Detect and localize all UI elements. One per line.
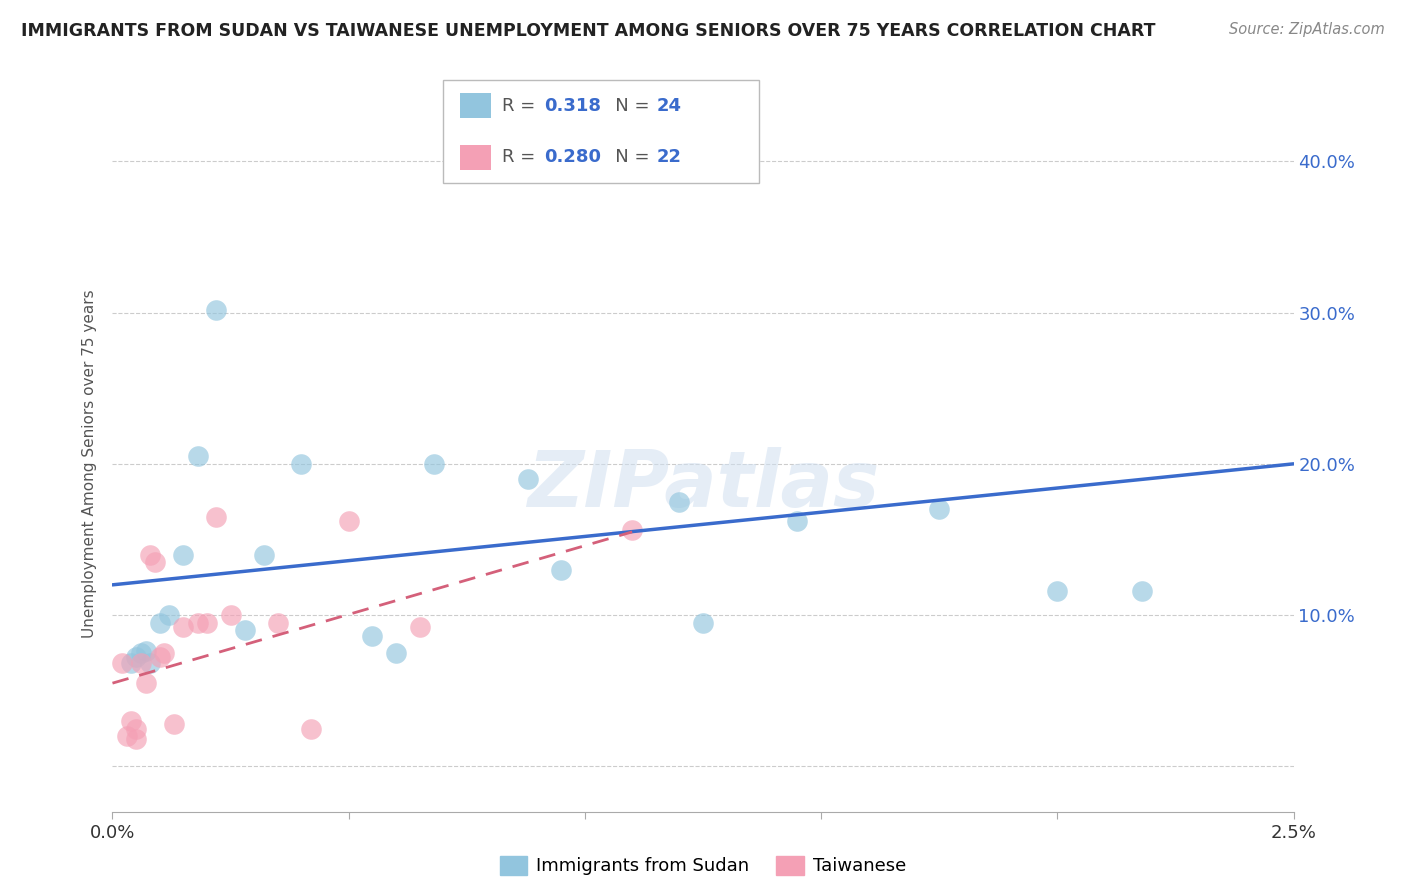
Text: N =: N = (598, 97, 655, 115)
Point (135, 644, 157, 658)
Point (205, 302, 228, 317)
Text: IMMIGRANTS FROM SUDAN VS TAIWANESE UNEMPLOYMENT AMONG SENIORS OVER 75 YEARS CORR: IMMIGRANTS FROM SUDAN VS TAIWANESE UNEMP… (21, 22, 1156, 40)
Point (149, 650, 172, 665)
Point (125, 722, 148, 736)
Point (928, 502, 950, 516)
Point (299, 722, 322, 736)
Legend: Immigrants from Sudan, Taiwanese: Immigrants from Sudan, Taiwanese (494, 849, 912, 883)
Point (120, 657, 142, 671)
Text: N =: N = (598, 148, 655, 166)
Point (186, 615, 208, 630)
Point (115, 729, 138, 743)
Point (337, 514, 360, 528)
Point (1046, 583, 1069, 598)
Point (186, 450, 208, 464)
Point (1130, 583, 1153, 598)
Text: 24: 24 (657, 97, 682, 115)
Point (129, 646, 152, 660)
Point (172, 548, 194, 562)
Text: Source: ZipAtlas.com: Source: ZipAtlas.com (1229, 22, 1385, 37)
Point (692, 615, 714, 630)
Point (621, 524, 644, 538)
Y-axis label: Unemployment Among Seniors over 75 years: Unemployment Among Seniors over 75 years (82, 290, 97, 638)
Point (422, 457, 444, 471)
Point (290, 457, 312, 471)
Point (267, 615, 290, 630)
Point (195, 615, 218, 630)
Point (253, 548, 276, 562)
Point (219, 608, 242, 623)
Point (786, 514, 808, 528)
Point (143, 555, 166, 569)
Point (135, 676, 157, 690)
Text: R =: R = (502, 97, 541, 115)
Point (111, 657, 134, 671)
Point (550, 563, 572, 577)
Point (233, 624, 256, 638)
Point (517, 472, 540, 486)
Point (385, 646, 408, 660)
Point (139, 548, 162, 562)
Text: ZIPatlas: ZIPatlas (527, 447, 879, 523)
Text: 0.318: 0.318 (544, 97, 602, 115)
Point (153, 646, 176, 660)
Point (408, 620, 430, 634)
Point (149, 615, 172, 630)
Point (205, 509, 228, 524)
Point (163, 717, 186, 731)
Point (120, 714, 142, 728)
Text: 0.280: 0.280 (544, 148, 602, 166)
Point (125, 732, 148, 747)
Point (361, 629, 384, 643)
Point (125, 650, 148, 665)
Point (157, 608, 180, 623)
Point (139, 657, 162, 671)
Point (129, 657, 152, 671)
Point (172, 620, 194, 634)
Text: 22: 22 (657, 148, 682, 166)
Point (668, 494, 690, 508)
Text: R =: R = (502, 148, 541, 166)
